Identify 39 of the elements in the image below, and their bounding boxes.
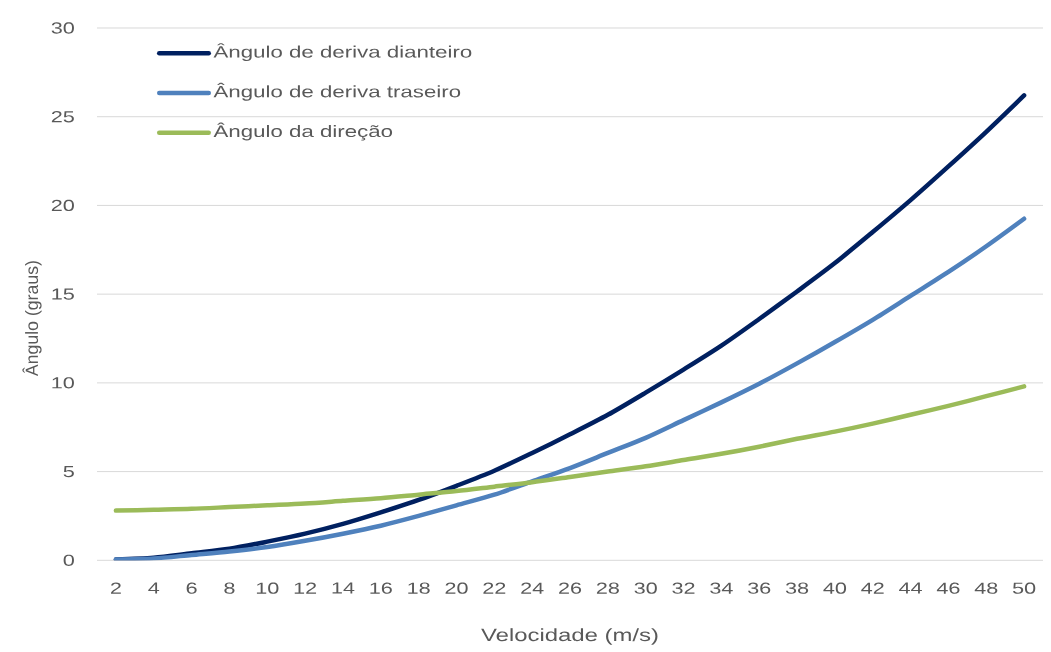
x-tick-label: 14	[332, 582, 355, 594]
legend-label: Ângulo da direção	[213, 122, 393, 141]
x-tick-label: 22	[483, 582, 506, 594]
x-tick-label: 40	[823, 582, 847, 594]
x-tick-label: 30	[634, 582, 657, 594]
x-tick-label: 12	[294, 582, 317, 594]
y-tick-label: 10	[52, 377, 74, 389]
x-tick-label: 18	[408, 582, 430, 594]
x-tick-label: 4	[148, 582, 160, 594]
line-series	[113, 216, 1027, 561]
legend-label: Ângulo de deriva traseiro	[213, 82, 461, 101]
x-tick-label: 24	[521, 582, 544, 594]
line-series	[113, 384, 1027, 513]
x-tick-label: 44	[899, 582, 922, 594]
x-tick-label: 2	[111, 582, 121, 594]
y-tick-label: 5	[63, 465, 74, 478]
y-tick-label: 20	[51, 199, 74, 212]
x-tick-label: 16	[370, 582, 392, 594]
x-axis-title: Velocidade (m/s)	[481, 628, 658, 645]
x-tick-label: 34	[710, 582, 733, 594]
x-tick-label: 28	[596, 582, 619, 594]
x-tick-label: 32	[672, 582, 695, 594]
x-tick-label: 42	[861, 582, 884, 594]
x-tick-label: 10	[256, 582, 279, 594]
y-tick-label: 30	[51, 22, 74, 34]
legend-label: Ângulo de deriva dianteiro	[213, 43, 472, 61]
x-tick-label: 50	[1012, 582, 1036, 594]
x-tick-label: 6	[186, 582, 197, 594]
x-tick-label: 36	[748, 582, 771, 594]
y-axis-title: Ângulo (graus)	[22, 261, 42, 377]
y-tick-label: 0	[63, 554, 74, 566]
x-tick-label: 46	[936, 582, 960, 594]
x-tick-label: 38	[785, 582, 809, 594]
x-tick-label: 48	[974, 582, 998, 594]
x-tick-label: 26	[559, 582, 582, 594]
y-tick-label: 25	[51, 111, 74, 123]
x-tick-label: 8	[224, 582, 235, 594]
x-tick-label: 20	[445, 582, 468, 594]
y-tick-label: 15	[52, 288, 74, 300]
